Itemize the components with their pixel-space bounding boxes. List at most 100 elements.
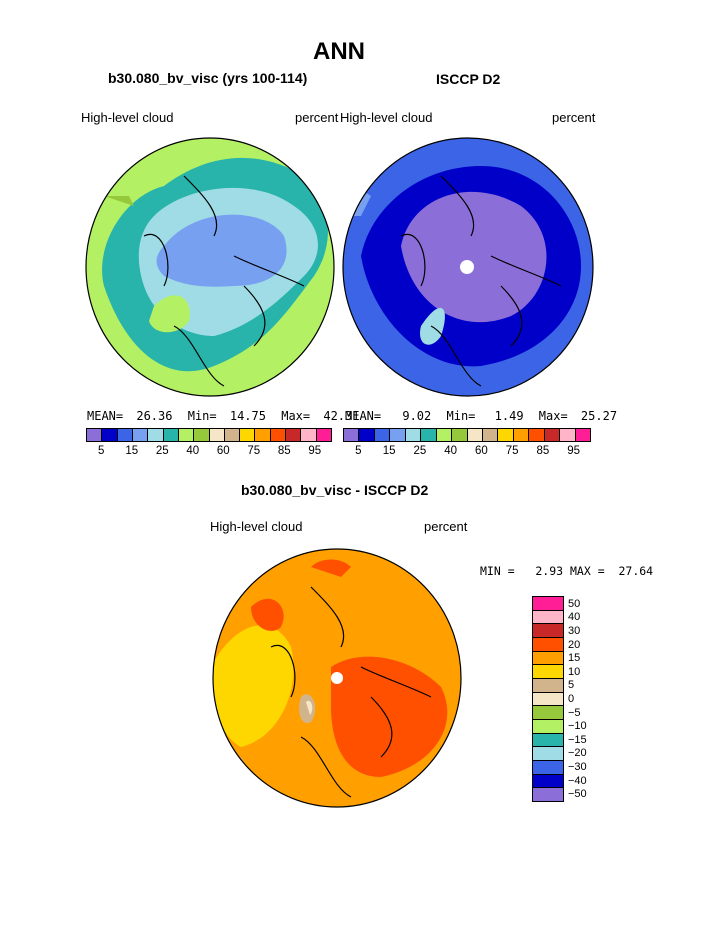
- mean-label-left: MEAN=: [87, 409, 124, 423]
- mean-value-right: 9.02: [402, 409, 432, 423]
- colorbar-tick-label: 15: [125, 445, 139, 457]
- colorbar-swatch: [533, 720, 563, 734]
- colorbar-tick-label: −50: [568, 788, 587, 801]
- colorbar-swatch: [529, 429, 545, 441]
- colorbar-swatch: [533, 761, 563, 775]
- map-top-right: [342, 137, 594, 397]
- field-label-left: High-level cloud: [81, 110, 174, 125]
- colorbar-tick-label: −30: [568, 761, 587, 773]
- colorbar-swatch: [533, 665, 563, 680]
- colorbar-tick-label: 95: [567, 445, 581, 457]
- colorbar-swatch: [533, 624, 563, 639]
- units-label-left: percent: [295, 110, 339, 125]
- colorbar-swatch: [390, 429, 406, 441]
- min-label-left: Min=: [187, 409, 217, 423]
- colorbar-swatch: [544, 429, 561, 441]
- colorbar-swatch: [163, 429, 179, 441]
- colorbar-swatch: [533, 747, 563, 762]
- colorbar-swatch: [374, 429, 391, 441]
- colorbar-swatch: [316, 429, 331, 441]
- colorbar-swatch: [533, 692, 563, 707]
- colorbar-tick-label: 60: [474, 445, 488, 457]
- colorbar-tick-label: 40: [186, 445, 200, 457]
- colorbar-tick-label: −10: [568, 720, 587, 733]
- colorbar-swatch: [270, 429, 287, 441]
- colorbar-tick-label: 5: [98, 445, 105, 457]
- field-label-bottom: High-level cloud: [210, 519, 303, 534]
- colorbar-swatch: [102, 429, 118, 441]
- colorbar-tick-label: 75: [247, 445, 261, 457]
- mean-label-right: MEAN=: [345, 409, 382, 423]
- page-title: ANN: [313, 38, 365, 65]
- colorbar-tick-label: −15: [568, 733, 587, 746]
- colorbar-swatch: [533, 638, 563, 652]
- colorbar-tick-label: −5: [568, 706, 581, 719]
- colorbar-swatch: [301, 429, 317, 441]
- colorbar-swatch: [498, 429, 514, 441]
- colorbar-bottom: [532, 596, 564, 802]
- colorbar-tick-label: 85: [277, 445, 291, 457]
- colorbar-swatch: [533, 706, 563, 721]
- colorbar-swatch: [132, 429, 149, 441]
- minmax-bottom: MIN = 2.93 MAX = 27.64: [480, 564, 654, 578]
- colorbar-swatch: [240, 429, 256, 441]
- colorbar-swatch: [436, 429, 453, 441]
- case-title-bottom: b30.080_bv_visc - ISCCP D2: [241, 482, 429, 498]
- colorbar-swatch: [286, 429, 302, 441]
- max-label-left: Max=: [281, 409, 311, 423]
- max-label-right: Max=: [538, 409, 568, 423]
- colorbar-tick-label: 25: [413, 445, 427, 457]
- colorbar-top-left: [86, 428, 332, 442]
- colorbar-swatch: [533, 597, 563, 611]
- colorbar-tick-label: −20: [568, 747, 587, 760]
- colorbar-tick-label: 15: [382, 445, 396, 457]
- colorbar-tick-label: 5: [355, 445, 362, 457]
- colorbar-swatch: [344, 429, 360, 441]
- colorbar-tick-label: −40: [568, 774, 587, 787]
- colorbar-swatch: [533, 788, 563, 802]
- colorbar-swatch: [224, 429, 241, 441]
- colorbar-tick-label: 40: [568, 611, 581, 624]
- colorbar-top-right: [343, 428, 591, 442]
- max-value-left: 42.31: [323, 409, 360, 423]
- min-label-right: Min=: [446, 409, 476, 423]
- colorbar-tick-label: 60: [216, 445, 230, 457]
- colorbar-swatch: [533, 610, 563, 625]
- colorbar-tick-label: 20: [568, 638, 581, 651]
- max-value-right: 25.27: [580, 409, 618, 423]
- min-value-right: 1.49: [494, 409, 524, 423]
- field-label-right: High-level cloud: [340, 110, 433, 125]
- colorbar-swatch: [359, 429, 375, 441]
- colorbar-swatch: [117, 429, 133, 441]
- colorbar-tick-label: 30: [568, 625, 581, 637]
- colorbar-tick-label: 95: [308, 445, 322, 457]
- colorbar-swatch: [405, 429, 422, 441]
- colorbar-swatch: [255, 429, 271, 441]
- colorbar-swatch: [209, 429, 225, 441]
- stats-top-right: MEAN= 9.02 Min= 1.49 Max= 25.27: [345, 409, 617, 423]
- colorbar-swatch: [87, 429, 103, 441]
- case-title-right: ISCCP D2: [436, 71, 501, 87]
- stats-top-left: MEAN= 26.36 Min= 14.75 Max= 42.31: [87, 409, 359, 423]
- colorbar-swatch: [533, 651, 563, 666]
- colorbar-tick-label: 10: [568, 665, 581, 678]
- units-label-bottom: percent: [424, 519, 468, 534]
- colorbar-swatch: [533, 733, 563, 748]
- map-bottom: [212, 548, 462, 808]
- colorbar-tick-label: 85: [536, 445, 550, 457]
- colorbar-swatch: [513, 429, 530, 441]
- case-title-left: b30.080_bv_visc (yrs 100-114): [108, 70, 308, 86]
- colorbar-swatch: [194, 429, 210, 441]
- colorbar-tick-label: 5: [568, 679, 575, 692]
- colorbar-swatch: [178, 429, 195, 441]
- colorbar-swatch: [533, 774, 563, 789]
- colorbar-swatch: [148, 429, 164, 441]
- colorbar-swatch: [560, 429, 576, 441]
- colorbar-swatch: [467, 429, 483, 441]
- colorbar-swatch: [452, 429, 468, 441]
- colorbar-tick-label: 0: [568, 693, 575, 705]
- mean-value-left: 26.36: [136, 409, 173, 423]
- units-label-right: percent: [552, 110, 596, 125]
- colorbar-tick-label: 15: [568, 652, 581, 665]
- map-top-left: [85, 137, 335, 397]
